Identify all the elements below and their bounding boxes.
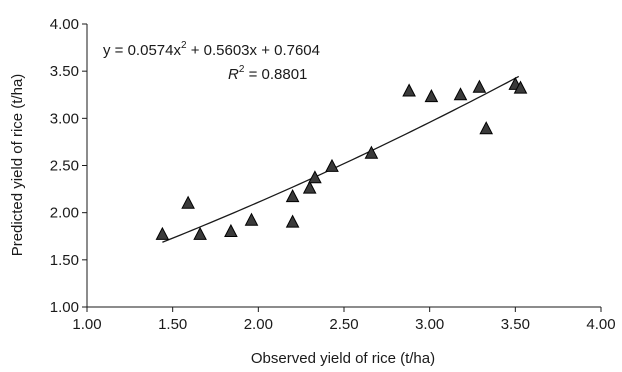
data-point <box>181 195 195 209</box>
x-tick-label: 3.50 <box>501 316 530 333</box>
x-tick-label: 3.00 <box>415 316 444 333</box>
x-tick-label: 2.00 <box>244 316 273 333</box>
axes: 1.00 1.50 2.00 2.50 3.00 3.50 4.00 1.00 1.50 2.00… <box>50 16 616 333</box>
data-point <box>155 226 170 240</box>
regression-equation: y = 0.0574x2 + 0.5603x + 0.7604 <box>103 40 320 59</box>
data-point <box>285 214 300 228</box>
x-tick-label: 1.00 <box>72 316 101 333</box>
data-point <box>244 212 259 226</box>
x-tick-label: 1.50 <box>158 316 187 333</box>
y-tick-label: 4.00 <box>50 16 79 33</box>
data-point <box>193 226 207 240</box>
x-axis-title: Observed yield of rice (t/ha) <box>251 350 435 367</box>
data-point <box>453 87 468 101</box>
y-tick-label: 3.00 <box>50 110 79 127</box>
data-point <box>424 89 439 103</box>
data-point <box>479 121 494 135</box>
data-point <box>285 189 300 203</box>
y-tick-label: 3.50 <box>50 63 79 80</box>
y-tick-label: 1.50 <box>50 252 79 269</box>
data-point <box>308 170 322 184</box>
data-point <box>402 83 416 97</box>
y-tick-label: 2.50 <box>50 158 79 175</box>
data-points <box>155 76 528 240</box>
data-point <box>472 79 487 93</box>
data-point <box>513 80 528 94</box>
y-tick-label: 2.00 <box>50 205 79 222</box>
r-squared-label: R2 = 0.8801 <box>228 64 307 83</box>
data-point <box>302 180 317 194</box>
data-point <box>224 223 238 237</box>
trendline-layer <box>162 75 520 243</box>
x-tick-label: 2.50 <box>329 316 358 333</box>
y-axis-title: Predicted yield of rice (t/ha) <box>9 74 26 257</box>
polynomial-trendline <box>162 75 520 243</box>
data-point <box>325 158 339 172</box>
x-tick-label: 4.00 <box>586 316 615 333</box>
data-point <box>364 145 379 159</box>
y-tick-label: 1.00 <box>50 299 79 316</box>
